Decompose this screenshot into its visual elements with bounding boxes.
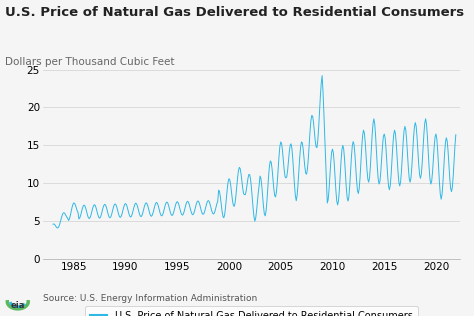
Text: U.S. Price of Natural Gas Delivered to Residential Consumers: U.S. Price of Natural Gas Delivered to R… <box>5 6 464 19</box>
Legend: U.S. Price of Natural Gas Delivered to Residential Consumers: U.S. Price of Natural Gas Delivered to R… <box>85 306 418 316</box>
Text: Dollars per Thousand Cubic Feet: Dollars per Thousand Cubic Feet <box>5 57 174 67</box>
Text: Source: U.S. Energy Information Administration: Source: U.S. Energy Information Administ… <box>43 295 257 303</box>
Text: eia: eia <box>10 301 25 310</box>
